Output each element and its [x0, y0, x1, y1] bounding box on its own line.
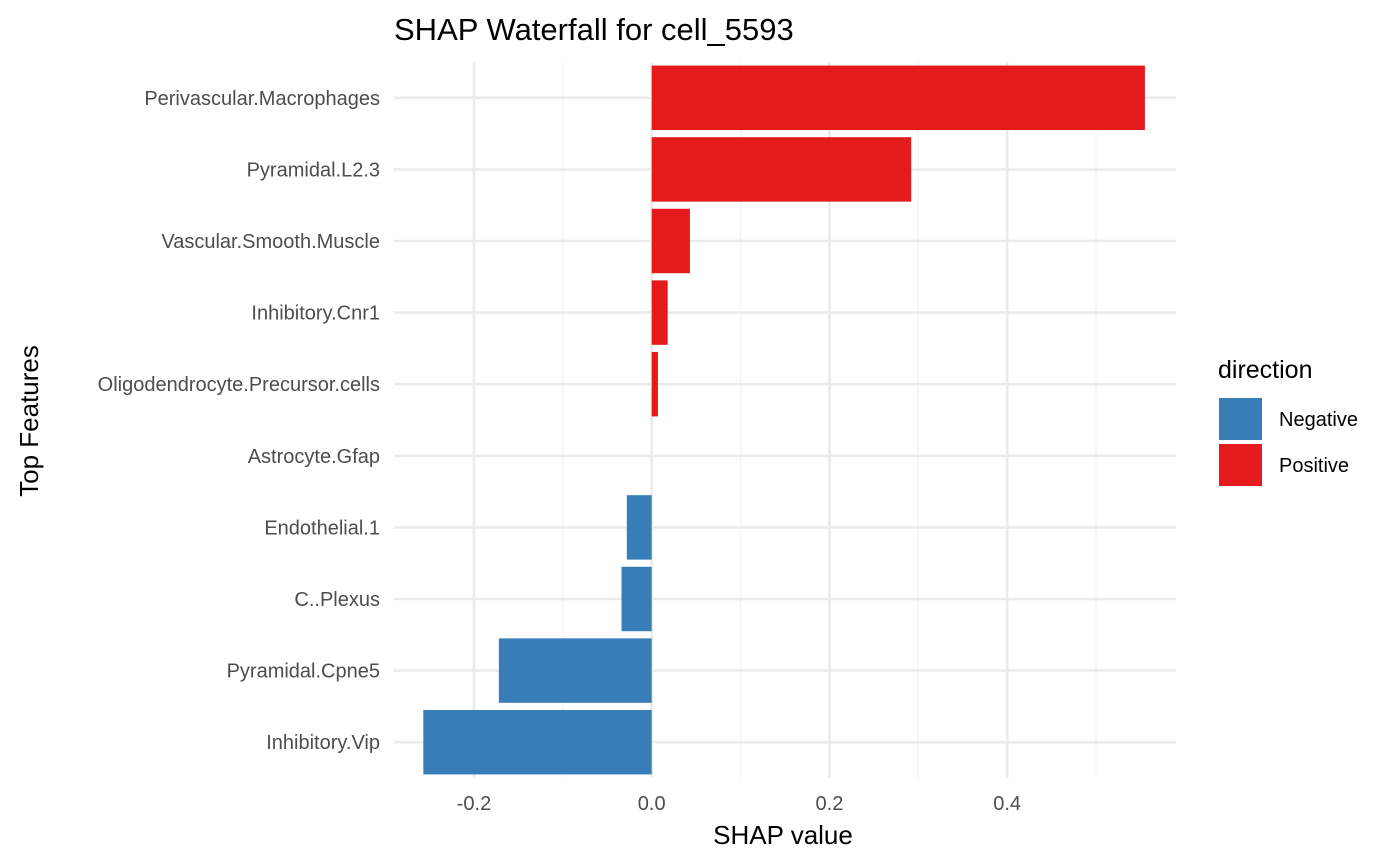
- legend-title: direction: [1218, 356, 1313, 384]
- y-axis-title: Top Features: [14, 345, 44, 497]
- y-tick-label: C..Plexus: [294, 589, 380, 611]
- legend-swatch-negative: [1219, 398, 1262, 440]
- y-tick-label: Perivascular.Macrophages: [144, 88, 380, 110]
- bar-vascular-smooth-muscle: [651, 208, 690, 274]
- x-axis-tick-labels: -0.2 0.0 0.2 0.4: [457, 793, 1021, 815]
- y-tick-label: Pyramidal.L2.3: [247, 159, 380, 181]
- bar-inhibitory-vip: [423, 709, 652, 775]
- bars: [423, 65, 1145, 775]
- bar-c-plexus: [621, 566, 652, 632]
- x-tick-label: 0.4: [993, 793, 1021, 815]
- legend-label-negative: Negative: [1279, 409, 1358, 431]
- bar-pyramidal-cpne5: [498, 638, 652, 703]
- y-tick-label: Inhibitory.Cnr1: [251, 303, 380, 325]
- legend-label-positive: Positive: [1279, 455, 1349, 477]
- legend-swatch-positive: [1219, 444, 1262, 486]
- x-tick-label: -0.2: [457, 793, 491, 815]
- y-tick-label: Endothelial.1: [264, 517, 380, 539]
- bar-perivascular-macrophages: [651, 65, 1145, 131]
- bar-endothelial-1: [626, 495, 652, 560]
- legend: direction Negative Positive: [1218, 356, 1358, 486]
- y-tick-label: Astrocyte.Gfap: [248, 446, 380, 468]
- bar-pyramidal-l2-3: [651, 137, 912, 202]
- chart-title: SHAP Waterfall for cell_5593: [394, 12, 794, 47]
- y-tick-label: Oligodendrocyte.Precursor.cells: [98, 374, 380, 396]
- bar-inhibitory-cnr1: [651, 280, 668, 345]
- y-tick-label: Vascular.Smooth.Muscle: [161, 231, 380, 253]
- y-tick-label: Inhibitory.Vip: [266, 732, 380, 754]
- x-tick-label: 0.2: [816, 793, 844, 815]
- x-tick-label: 0.0: [638, 793, 666, 815]
- bar-oligodendrocyte-precursor-cells: [651, 351, 658, 417]
- y-tick-label: Pyramidal.Cpne5: [227, 661, 380, 683]
- x-axis-title: SHAP value: [713, 820, 853, 850]
- y-axis-tick-labels: Perivascular.Macrophages Pyramidal.L2.3 Va…: [98, 88, 380, 754]
